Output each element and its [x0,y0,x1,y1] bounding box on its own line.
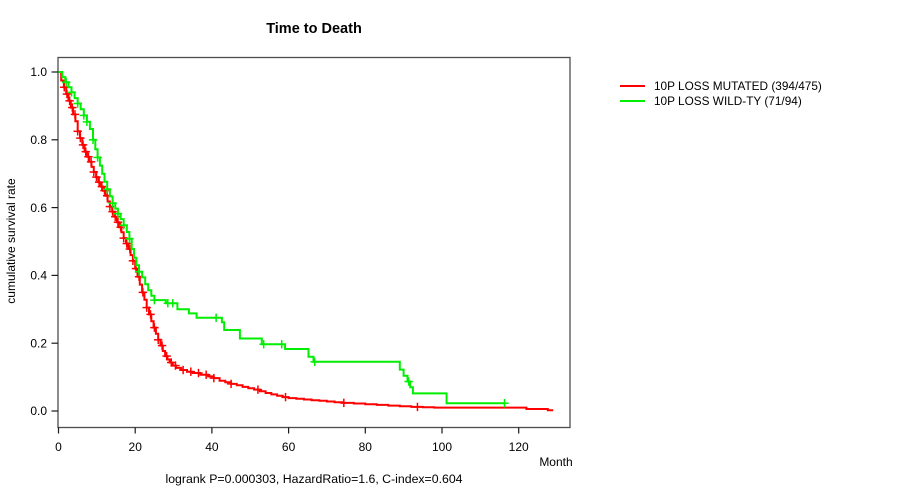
legend-label-mutated: 10P LOSS MUTATED (394/475) [654,79,822,94]
stats-annotation: logrank P=0.000303, HazardRatio=1.6, C-i… [165,472,463,486]
svg-text:0.2: 0.2 [30,336,47,350]
legend-item-mutated: 10P LOSS MUTATED (394/475) [620,79,822,94]
svg-text:80: 80 [359,440,373,454]
mutated-line-swatch-icon [620,85,645,88]
svg-text:20: 20 [129,440,143,454]
svg-text:100: 100 [432,440,452,454]
svg-text:0: 0 [55,440,62,454]
plot-title: Time to Death [266,21,362,37]
svg-text:1.0: 1.0 [30,65,47,79]
wildtype-line-swatch-icon [620,99,645,102]
svg-text:0.6: 0.6 [30,201,47,215]
legend: 10P LOSS MUTATED (394/475) 10P LOSS WILD… [620,79,822,108]
x-axis-label: Month [539,455,573,469]
legend-label-wildtype: 10P LOSS WILD-TY (71/94) [654,93,802,108]
svg-text:0.4: 0.4 [30,269,47,283]
svg-text:60: 60 [282,440,296,454]
svg-text:120: 120 [509,440,529,454]
svg-text:0.8: 0.8 [30,133,47,147]
legend-item-wildtype: 10P LOSS WILD-TY (71/94) [620,94,822,109]
svg-text:0.0: 0.0 [30,404,47,418]
svg-text:40: 40 [205,440,219,454]
